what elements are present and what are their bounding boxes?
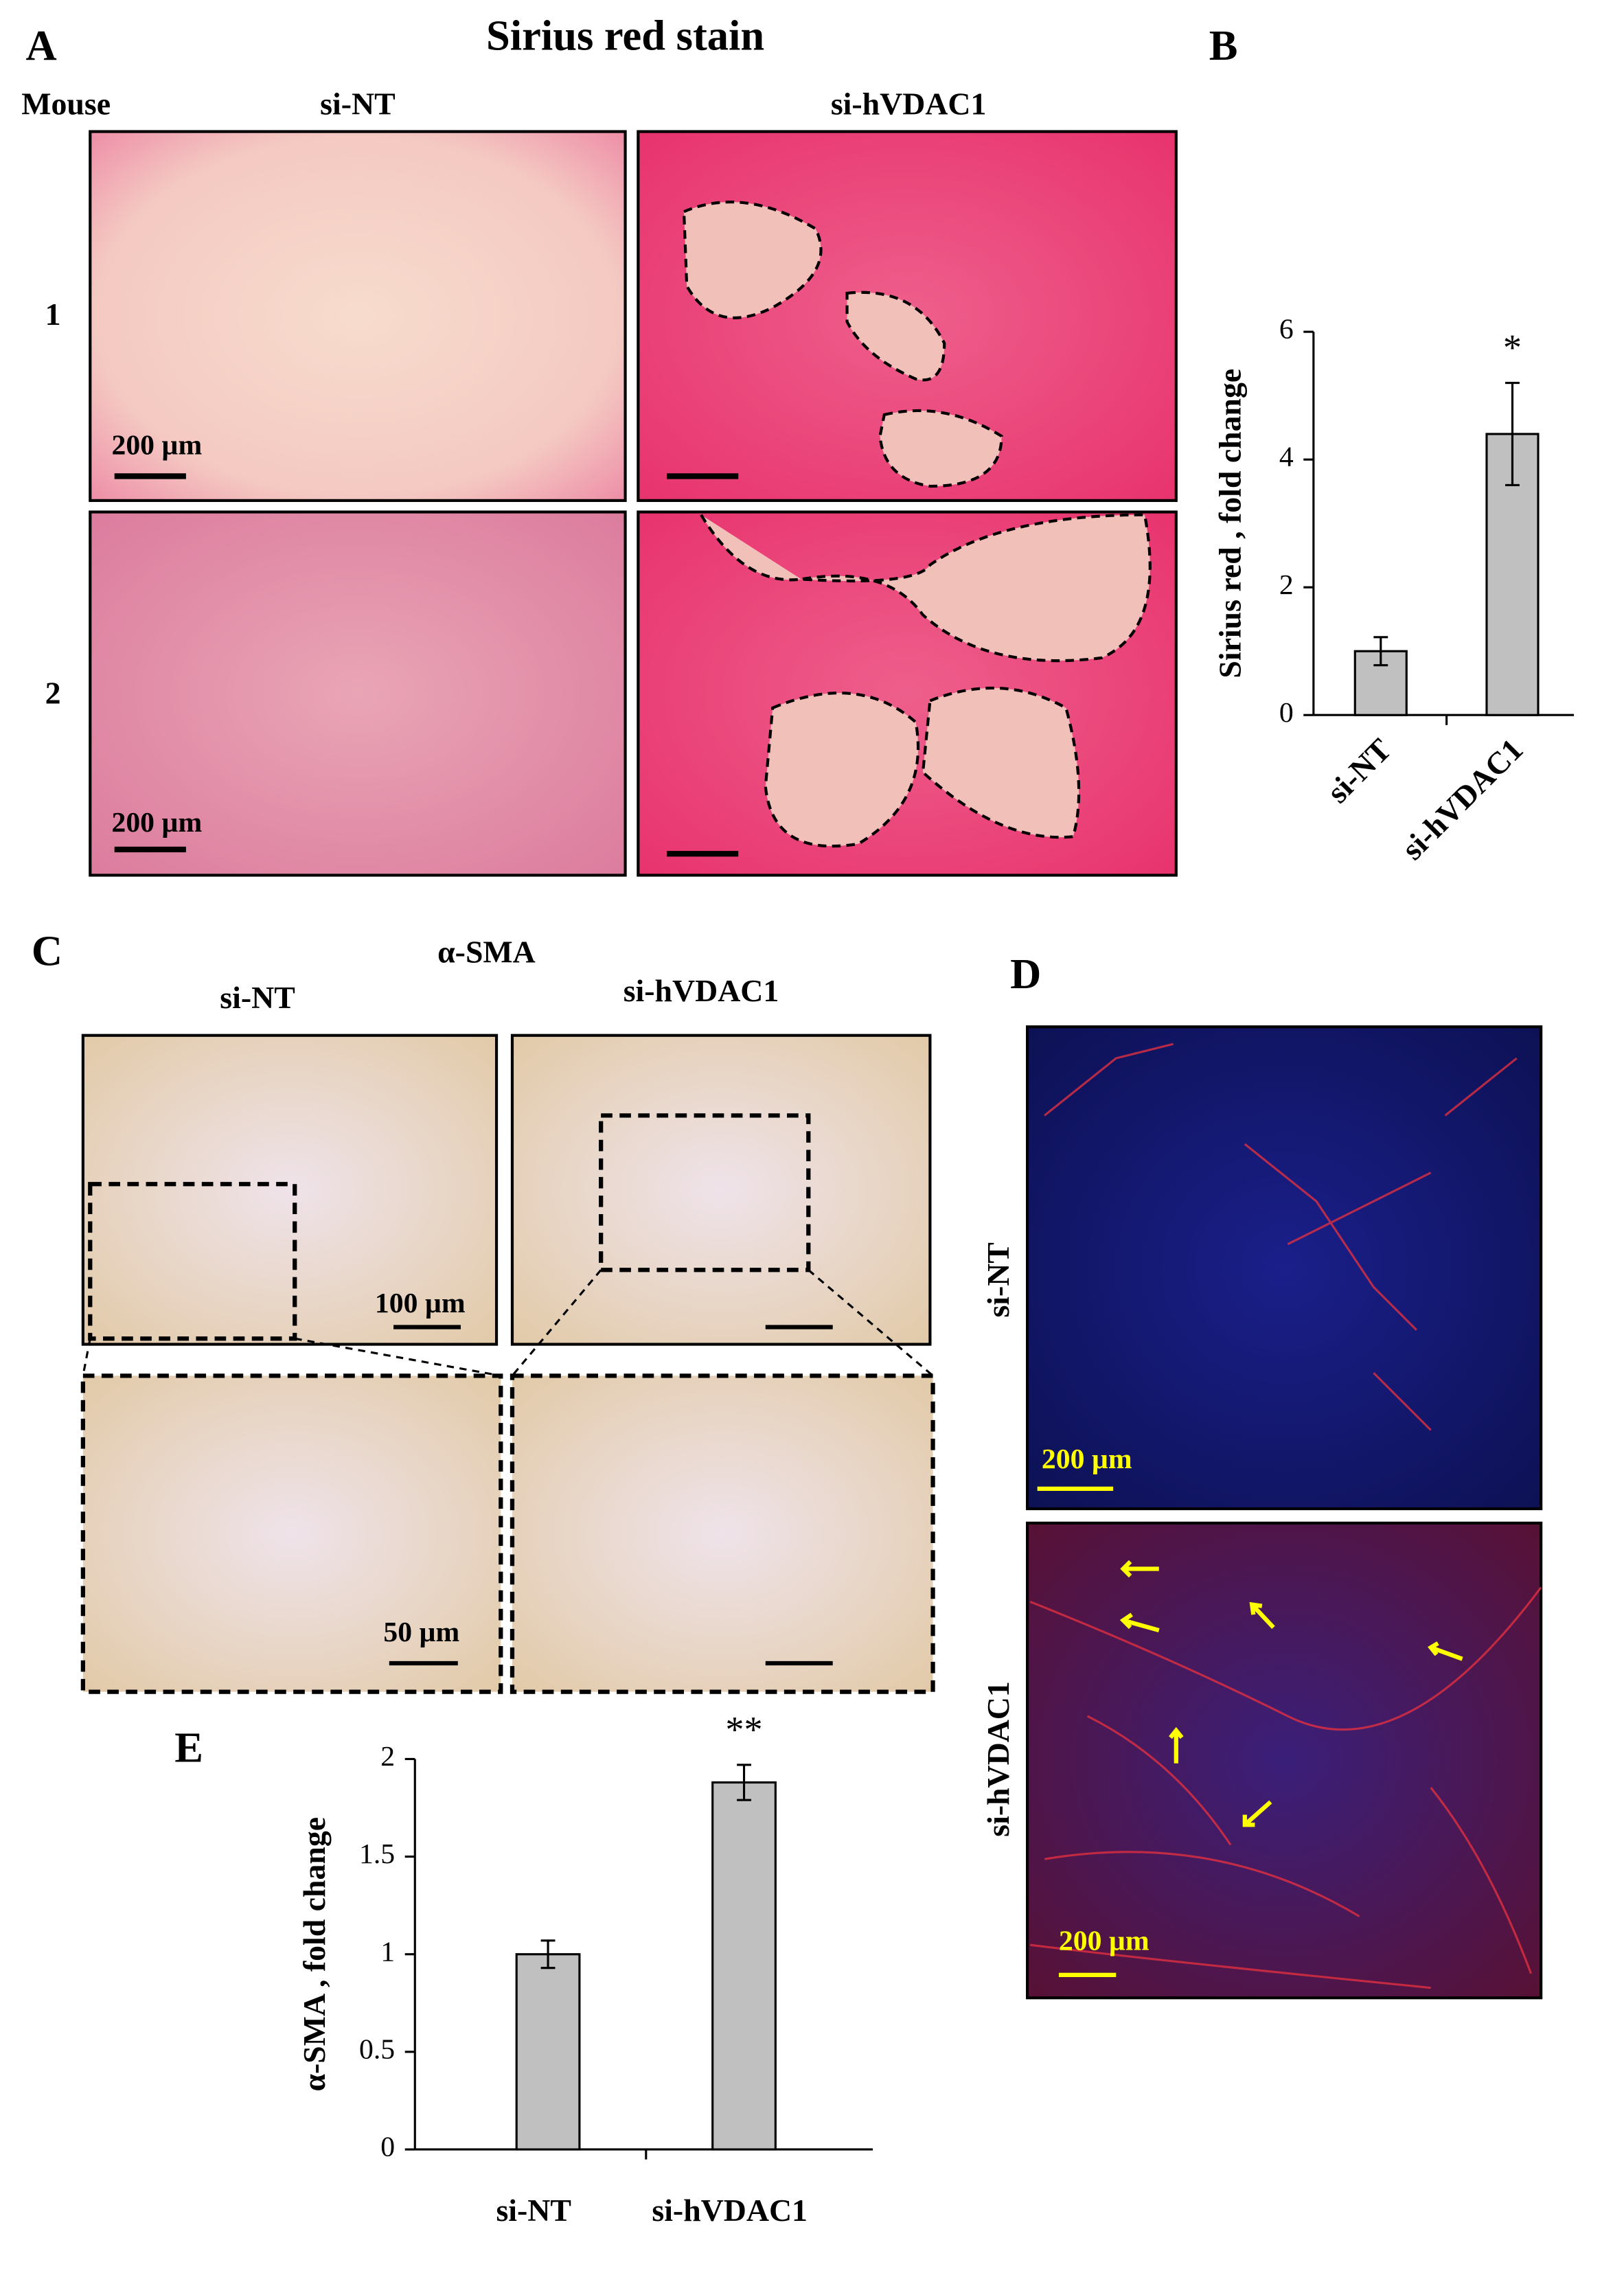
row-label: 2 xyxy=(45,676,61,711)
row-label: 1 xyxy=(45,297,61,332)
bar xyxy=(515,1953,581,2151)
y-tick-label: 0 xyxy=(380,2132,395,2163)
x-tick-label: si-hVDAC1 xyxy=(1395,732,1529,867)
y-tick-label: 0 xyxy=(1279,697,1294,729)
scale-bar-label: 50 µm xyxy=(383,1617,459,1648)
micrographs-a xyxy=(89,130,1178,877)
scale-bar-label: 200 µm xyxy=(1042,1443,1132,1475)
y-tick-label: 2 xyxy=(1279,569,1294,601)
significance-label: ** xyxy=(725,1709,762,1750)
panel-title: Sirius red stain xyxy=(486,12,764,60)
scale-bar-label: 200 µm xyxy=(1059,1926,1150,1957)
y-tick-label: 4 xyxy=(1279,442,1294,473)
y-tick-label: 1 xyxy=(380,1936,395,1967)
y-axis-label: Sirius red , fold change xyxy=(1213,369,1248,678)
scale-bar-label: 200 µm xyxy=(112,807,203,838)
y-tick-label: 2 xyxy=(380,1741,395,1772)
panel-label: B xyxy=(1209,21,1238,69)
bar xyxy=(711,1781,777,2151)
x-tick-label: si-hVDAC1 xyxy=(652,2193,808,2228)
y-tick-label: 1.5 xyxy=(359,1838,395,1870)
column-label: si-hVDAC1 xyxy=(831,87,987,122)
row-header: Mouse xyxy=(21,87,111,122)
panel-label: C xyxy=(32,926,62,974)
y-axis-label: α-SMA , fold change xyxy=(297,1817,332,2092)
column-label: si-NT xyxy=(220,980,295,1015)
row-label: si-NT xyxy=(981,1242,1016,1317)
y-tick-label: 6 xyxy=(1279,314,1294,345)
significance-label: * xyxy=(1503,327,1522,368)
column-label: si-NT xyxy=(320,87,396,122)
scale-bar-label: 200 µm xyxy=(112,429,203,461)
panel-label: A xyxy=(26,21,57,69)
x-tick-label: si-NT xyxy=(1320,732,1398,810)
scale-bar-label: 100 µm xyxy=(375,1288,466,1319)
panel-label: D xyxy=(1010,950,1041,998)
micrographs-c xyxy=(80,1034,935,1694)
panel-label: E xyxy=(174,1723,203,1771)
micrographs-d xyxy=(1026,1025,1543,2000)
panel-title: α-SMA xyxy=(437,935,536,970)
row-label: si-hVDAC1 xyxy=(981,1681,1016,1836)
y-tick-label: 0.5 xyxy=(359,2033,395,2065)
x-tick-label: si-NT xyxy=(496,2193,571,2228)
column-label: si-hVDAC1 xyxy=(624,973,779,1008)
